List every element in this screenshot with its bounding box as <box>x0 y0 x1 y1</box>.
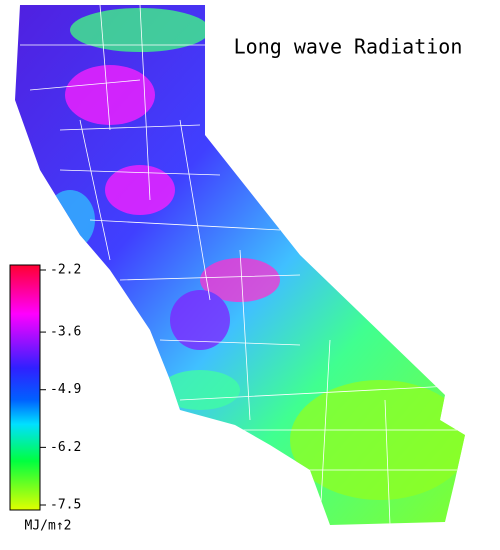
colorbar-tick-label: -7.5 <box>50 498 81 513</box>
colorbar-label: MJ/m↑2 <box>25 519 72 534</box>
colorbar: -2.2 -3.6 -4.9 -6.2 -7.5 <box>9 263 81 513</box>
colorbar-tick-label: -4.9 <box>50 382 81 397</box>
california-map <box>15 5 465 525</box>
map-title: Long wave Radiation <box>234 35 463 59</box>
colorbar-tick-label: -3.6 <box>50 325 81 340</box>
colorbar-scale <box>9 264 41 511</box>
colorbar-tick-label: -6.2 <box>50 440 81 455</box>
colorbar-tick-label: -2.2 <box>50 263 81 278</box>
